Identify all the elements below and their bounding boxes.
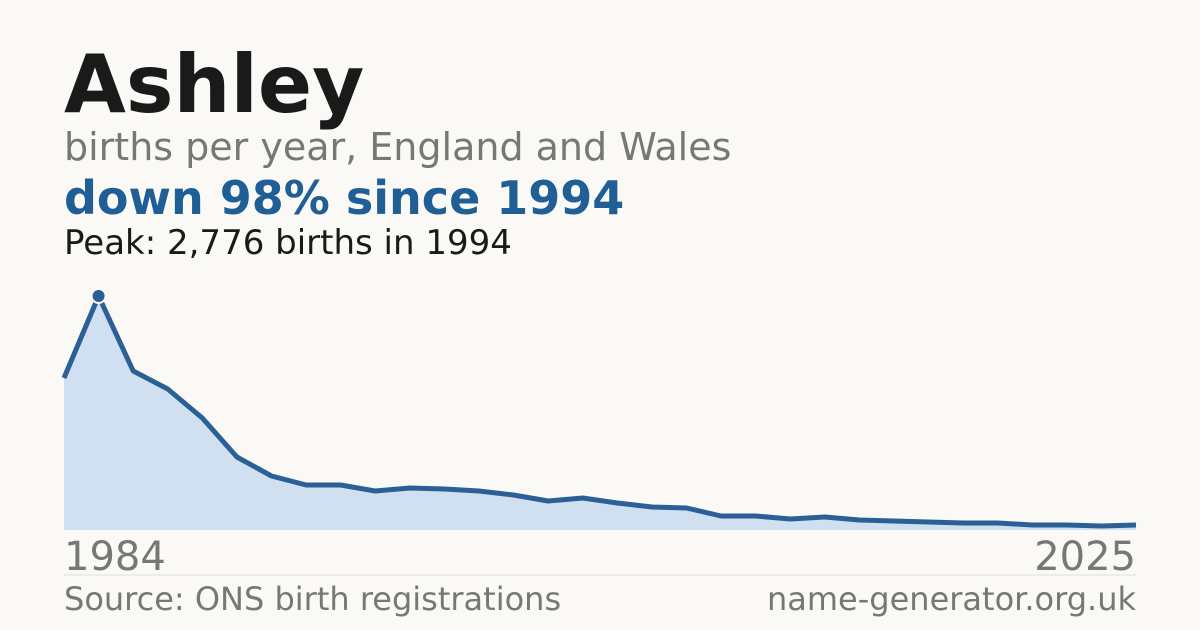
x-tick-label: 1984 [64,534,166,580]
line [61,293,1137,529]
x-tick-label: 2025 [1034,534,1136,580]
source: Source: ONS birth registrations [64,580,561,618]
area [64,296,1136,530]
title: Ashley [64,38,364,131]
site: name-generator.org.uk [767,580,1136,618]
peak-marker [90,288,107,304]
peak-note: Peak: 2,776 births in 1994 [64,223,512,263]
headline: down 98% since 1994 [64,171,624,225]
subtitle: births per year, England and Wales [64,125,731,169]
